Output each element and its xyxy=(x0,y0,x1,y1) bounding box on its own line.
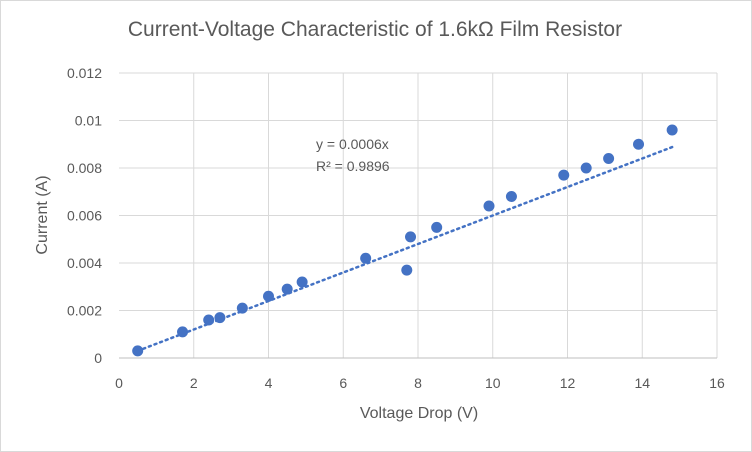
data-point xyxy=(263,290,274,302)
data-point xyxy=(431,221,443,233)
x-axis-title: Voltage Drop (V) xyxy=(360,405,478,422)
horizontal-gridlines xyxy=(119,72,717,311)
data-point xyxy=(580,162,592,174)
x-tick-label: 8 xyxy=(414,375,422,391)
chart-title: Current-Voltage Characteristic of 1.6kΩ … xyxy=(127,18,623,41)
data-point xyxy=(633,138,645,150)
x-tick-label: 12 xyxy=(560,375,576,391)
x-tick-label: 2 xyxy=(190,375,198,391)
y-axis-tick-labels: 0 0.002 0.004 0.006 0.008 0.01 0.012 xyxy=(67,65,102,366)
data-point xyxy=(558,169,570,181)
linear-trendline xyxy=(136,145,674,353)
data-point xyxy=(505,191,517,202)
y-tick-label: 0.004 xyxy=(67,255,102,271)
data-point xyxy=(236,302,248,314)
data-point xyxy=(666,124,678,136)
y-tick-label: 0.008 xyxy=(67,160,102,176)
data-point xyxy=(177,326,189,338)
data-point xyxy=(603,153,615,164)
data-point xyxy=(214,312,226,324)
trendline-equation: y = 0.0006x xyxy=(316,136,389,152)
y-tick-label: 0.01 xyxy=(75,113,102,129)
x-tick-label: 0 xyxy=(115,375,123,391)
data-point xyxy=(296,276,308,288)
data-point xyxy=(360,252,372,264)
x-tick-label: 10 xyxy=(485,375,501,391)
data-points xyxy=(132,124,678,357)
y-tick-label: 0.012 xyxy=(67,65,102,81)
x-tick-label: 14 xyxy=(634,375,650,391)
y-axis-title: Current (A) xyxy=(34,175,51,254)
data-point xyxy=(483,200,495,212)
y-tick-label: 0.002 xyxy=(67,303,102,319)
y-tick-label: 0.006 xyxy=(67,208,102,224)
x-axis-tick-labels: 0 2 4 6 8 10 12 14 16 xyxy=(115,375,725,391)
x-tick-label: 4 xyxy=(265,375,273,391)
trendline-r-squared: R² = 0.9896 xyxy=(316,158,390,174)
data-point xyxy=(405,231,417,243)
x-tick-label: 6 xyxy=(339,375,347,391)
y-tick-label: 0 xyxy=(94,350,102,366)
data-point xyxy=(132,345,144,357)
data-point xyxy=(401,264,413,276)
data-point xyxy=(281,283,293,295)
data-point xyxy=(203,314,215,326)
x-tick-label: 16 xyxy=(709,375,725,391)
